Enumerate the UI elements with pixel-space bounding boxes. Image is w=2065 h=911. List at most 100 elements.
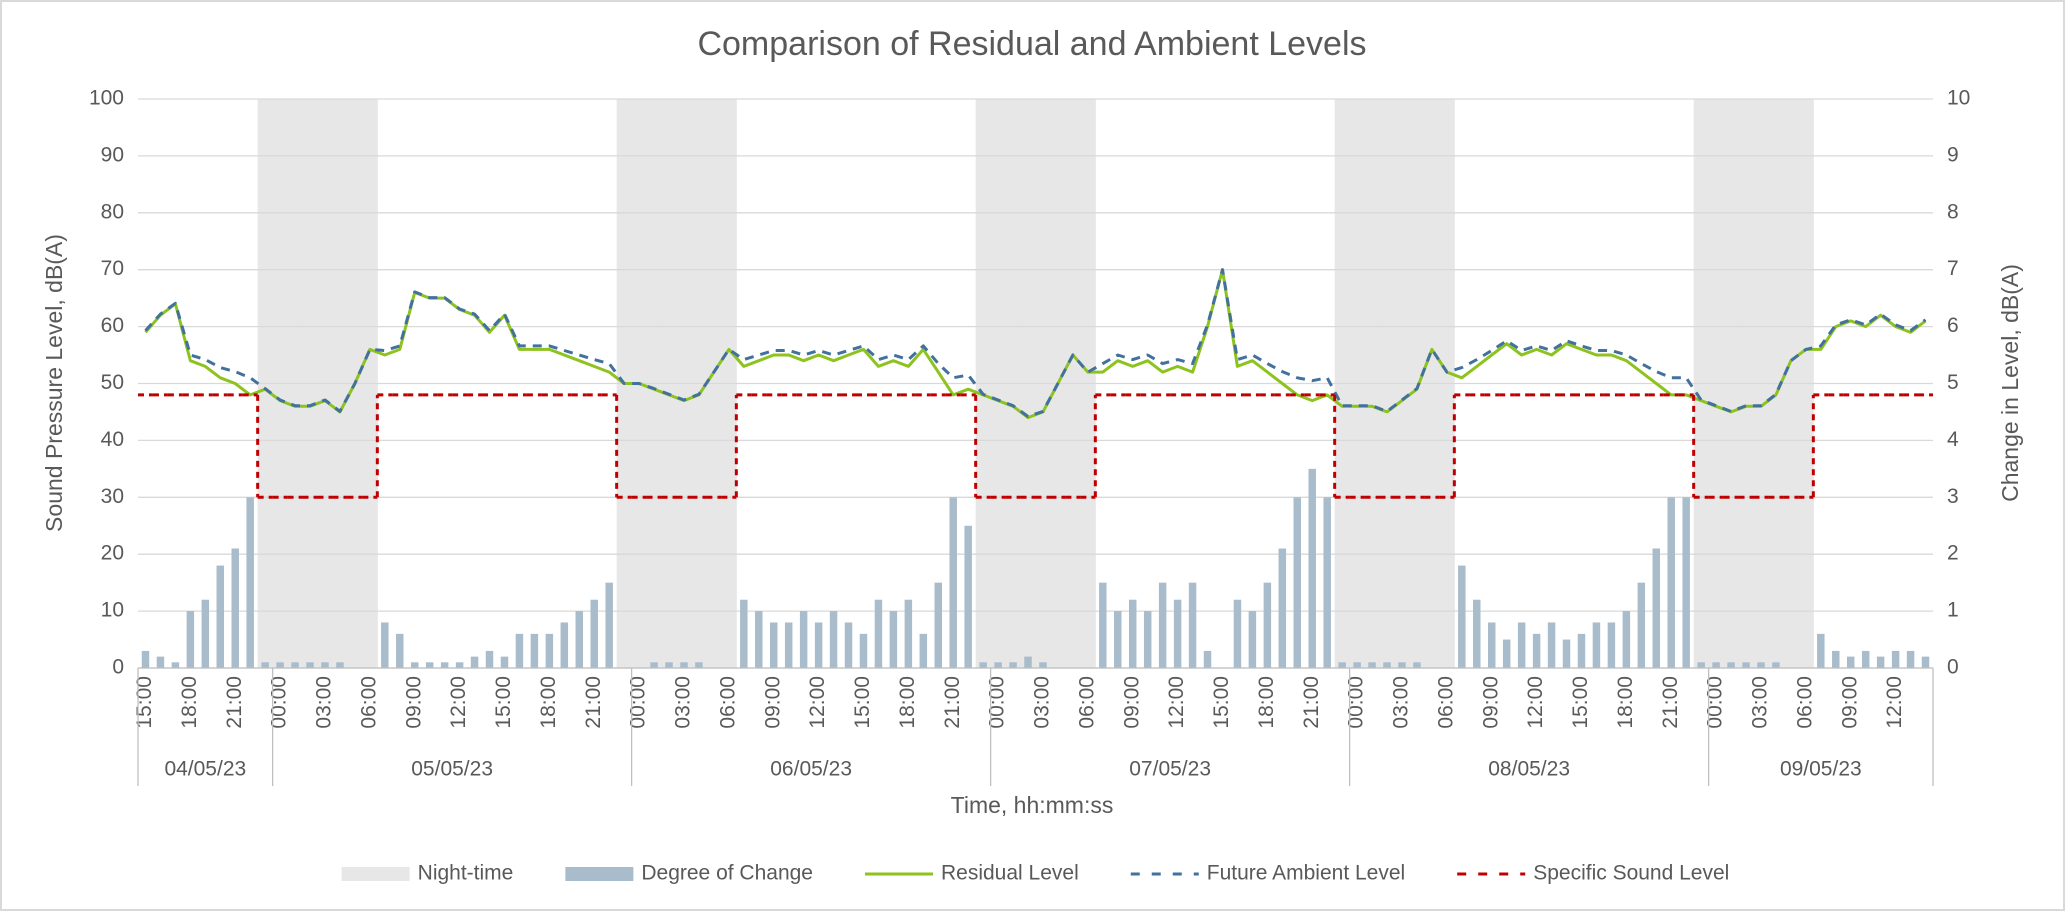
y2-tick-label: 4 xyxy=(1947,428,1959,451)
bar xyxy=(321,662,329,668)
y-tick-label: 70 xyxy=(101,257,124,280)
bar xyxy=(859,633,868,668)
x-tick-label: 00:00 xyxy=(1704,676,1727,729)
bar xyxy=(1757,662,1765,668)
bar xyxy=(874,599,883,668)
x-tick-label: 09:00 xyxy=(1838,676,1861,729)
bar xyxy=(410,662,419,668)
bar xyxy=(500,656,509,668)
bar xyxy=(829,611,838,668)
bar xyxy=(740,599,748,668)
y2-tick-label: 10 xyxy=(1947,87,1970,110)
bar xyxy=(665,662,673,668)
bar xyxy=(650,662,658,668)
x-tick-label: 12:00 xyxy=(1883,676,1906,729)
y2-tick-label: 6 xyxy=(1947,314,1959,337)
y-tick-label: 50 xyxy=(101,371,124,394)
y-tick-label: 40 xyxy=(101,428,124,451)
bar xyxy=(1128,599,1137,668)
bar xyxy=(575,611,584,668)
x-tick-label: 03:00 xyxy=(1031,676,1054,729)
bar xyxy=(1143,611,1152,668)
bar xyxy=(1487,622,1496,668)
bar xyxy=(1158,582,1167,668)
bar xyxy=(1413,662,1421,668)
line xyxy=(144,268,1927,418)
legend: Night-time Degree of Change Residual Level… xyxy=(341,862,1729,885)
bar xyxy=(1727,662,1735,668)
x-tick-label: 03:00 xyxy=(1390,676,1413,729)
bar xyxy=(994,662,1002,668)
bar xyxy=(1473,599,1481,668)
x-tick-label: 21:00 xyxy=(1659,676,1682,729)
legend-label: Future Ambient Level xyxy=(1207,862,1405,885)
bar xyxy=(1547,622,1556,668)
x-tick-label: 21:00 xyxy=(223,676,246,729)
x-tick-label: 03:00 xyxy=(672,676,695,729)
legend-label: Specific Sound Level xyxy=(1533,862,1729,885)
x-tick-label: 12:00 xyxy=(1165,676,1188,729)
bar xyxy=(336,662,344,668)
y2-tick-label: 0 xyxy=(1947,656,1959,679)
bar xyxy=(1278,548,1287,668)
bar xyxy=(156,656,165,668)
bar xyxy=(1817,633,1825,668)
bar xyxy=(1188,582,1197,668)
bar xyxy=(1652,548,1661,668)
x-tick-label: 06:00 xyxy=(1793,676,1816,729)
bar xyxy=(904,599,913,668)
bar xyxy=(306,662,314,668)
bar xyxy=(470,656,479,668)
bar xyxy=(246,497,254,668)
bar xyxy=(201,599,210,668)
x-tick-label: 21:00 xyxy=(1300,676,1323,729)
x-tick-label: 15:00 xyxy=(851,676,874,729)
bar xyxy=(1876,656,1885,668)
bar xyxy=(1338,662,1346,668)
bar xyxy=(455,662,464,668)
bar xyxy=(231,548,239,668)
x-axis-title: Time, hh:mm:ss xyxy=(951,792,1114,818)
bar xyxy=(1891,650,1900,668)
x-tick-label: 09:00 xyxy=(1120,676,1143,729)
bar xyxy=(1502,639,1511,668)
y-tick-label: 80 xyxy=(101,200,124,223)
bar xyxy=(590,599,598,668)
date-label: 07/05/23 xyxy=(1129,758,1211,781)
y-tick-label: 100 xyxy=(89,87,124,110)
bar xyxy=(1607,622,1616,668)
bar xyxy=(261,662,269,668)
bar xyxy=(276,662,284,668)
bar xyxy=(934,582,943,668)
bar xyxy=(530,633,539,668)
bar xyxy=(291,662,299,668)
bar xyxy=(680,662,688,668)
x-tick-label: 15:00 xyxy=(492,676,515,729)
y2-tick-label: 3 xyxy=(1947,485,1959,508)
bar xyxy=(485,650,494,668)
x-tick-label: 00:00 xyxy=(986,676,1009,729)
x-tick-label: 00:00 xyxy=(268,676,291,729)
bar xyxy=(425,662,434,668)
bar xyxy=(1099,582,1107,668)
bar xyxy=(1009,662,1017,668)
y2-tick-label: 9 xyxy=(1947,143,1959,166)
y-tick-label: 10 xyxy=(101,599,124,622)
bar xyxy=(1039,662,1047,668)
y2-tick-label: 7 xyxy=(1947,257,1959,280)
bar xyxy=(545,633,554,668)
legend-swatch xyxy=(341,867,410,881)
bar xyxy=(1846,656,1855,668)
date-label: 05/05/23 xyxy=(411,758,493,781)
bar xyxy=(1637,582,1646,668)
bar xyxy=(515,633,524,668)
y-tick-label: 90 xyxy=(101,143,124,166)
bar xyxy=(1697,662,1705,668)
bar xyxy=(1293,497,1302,668)
bar xyxy=(949,497,957,668)
bar xyxy=(1832,650,1840,668)
x-tick-label: 15:00 xyxy=(1569,676,1592,729)
legend-label: Residual Level xyxy=(941,862,1079,885)
bar xyxy=(171,662,180,668)
